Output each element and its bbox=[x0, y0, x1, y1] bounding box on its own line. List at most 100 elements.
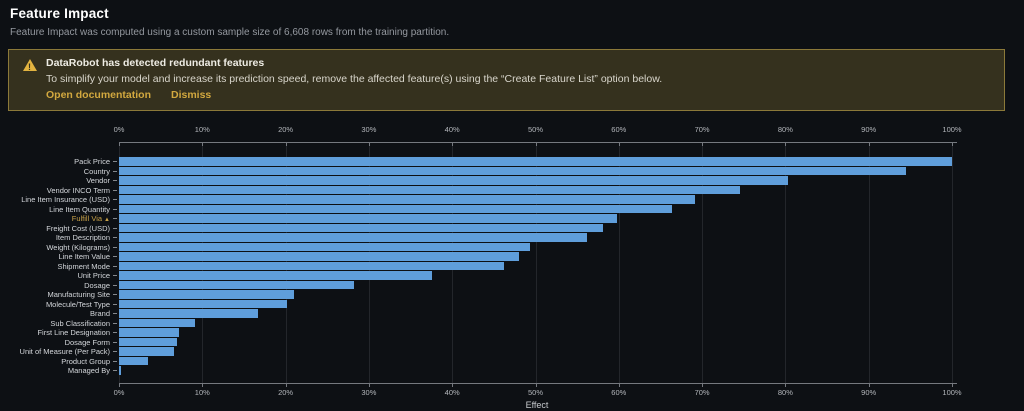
banner-body: To simplify your model and increase its … bbox=[46, 73, 663, 85]
bottom-axis-tick bbox=[785, 383, 787, 387]
feature-bar[interactable] bbox=[119, 261, 504, 270]
feature-label: Country bbox=[83, 166, 110, 176]
feature-bar[interactable] bbox=[119, 309, 258, 318]
feature-bar[interactable] bbox=[119, 299, 287, 308]
feature-bar[interactable] bbox=[119, 366, 121, 375]
feature-bar[interactable] bbox=[119, 280, 354, 289]
feature-impact-chart: 0% 0% 10% 10% 20% 20% 30% 30% 40% 40% 50% 50% 60% 60%… bbox=[0, 118, 1024, 411]
feature-label: Managed By bbox=[67, 366, 110, 375]
feature-bar[interactable] bbox=[119, 242, 530, 251]
feature-tick bbox=[113, 218, 117, 219]
feature-label: Dosage Form bbox=[64, 337, 110, 347]
feature-label: Shipment Mode bbox=[57, 261, 110, 271]
bottom-axis-tick-label: 50% bbox=[527, 388, 544, 397]
bottom-axis-tick bbox=[285, 383, 287, 387]
top-axis-tick-label: 10% bbox=[194, 125, 210, 134]
top-axis-tick-label: 70% bbox=[694, 125, 710, 134]
top-axis-tick bbox=[618, 142, 620, 146]
feature-bar[interactable] bbox=[119, 347, 174, 356]
feature-tick bbox=[113, 360, 117, 362]
banner-links: Open documentation Dismiss bbox=[46, 89, 211, 101]
feature-bar[interactable] bbox=[119, 290, 294, 299]
top-axis-tick bbox=[868, 142, 870, 146]
bottom-axis-tick bbox=[952, 383, 953, 387]
top-axis-tick bbox=[452, 142, 454, 146]
feature-bar[interactable] bbox=[119, 157, 952, 166]
feature-tick bbox=[113, 370, 117, 371]
x-axis-title: Effect bbox=[525, 400, 549, 410]
feature-bar[interactable] bbox=[119, 185, 740, 194]
top-axis-tick bbox=[702, 142, 704, 146]
feature-tick bbox=[113, 284, 117, 286]
feature-label: First Line Designation bbox=[37, 328, 110, 337]
feature-label: Dosage bbox=[84, 280, 110, 290]
feature-tick bbox=[113, 322, 117, 324]
bottom-axis-tick bbox=[535, 383, 537, 387]
feature-tick bbox=[113, 332, 117, 333]
vertical-gridline bbox=[535, 142, 537, 383]
bottom-axis-tick-label: 20% bbox=[278, 388, 294, 397]
bottom-axis-line bbox=[119, 383, 957, 384]
feature-bar[interactable] bbox=[119, 176, 788, 185]
redundant-features-warning-banner: ! DataRobot has detected redundant featu… bbox=[8, 49, 1005, 111]
bottom-axis-tick bbox=[452, 383, 454, 387]
vertical-gridline bbox=[785, 142, 787, 383]
feature-label: Fulfill Via ▲ bbox=[71, 214, 110, 223]
bottom-axis-tick-label: 10% bbox=[194, 388, 210, 397]
bottom-axis-tick-label: 90% bbox=[861, 388, 877, 397]
vertical-gridline bbox=[618, 142, 620, 383]
feature-tick bbox=[113, 275, 117, 276]
feature-bar[interactable] bbox=[119, 223, 603, 232]
page-subtitle: Feature Impact was computed using a cust… bbox=[10, 27, 450, 38]
dismiss-link[interactable]: Dismiss bbox=[171, 89, 212, 101]
vertical-gridline bbox=[868, 142, 870, 383]
feature-bar[interactable] bbox=[119, 166, 906, 175]
feature-tick bbox=[113, 199, 117, 200]
feature-bar[interactable] bbox=[119, 337, 177, 346]
mini-warning-icon: ▲ bbox=[104, 217, 110, 223]
feature-label: Vendor INCO Term bbox=[46, 185, 110, 195]
top-axis-tick-label: 0% bbox=[113, 125, 125, 134]
top-axis-tick-label: 90% bbox=[861, 125, 877, 134]
feature-bar[interactable] bbox=[119, 252, 519, 261]
top-axis-tick-label: 50% bbox=[527, 125, 544, 134]
bottom-axis-tick-label: 60% bbox=[611, 388, 627, 397]
feature-bar[interactable] bbox=[119, 214, 617, 223]
feature-bar[interactable] bbox=[119, 356, 148, 365]
warning-triangle-icon: ! bbox=[23, 59, 37, 72]
top-axis-tick-label: 20% bbox=[278, 125, 294, 134]
bottom-axis-tick bbox=[702, 383, 704, 387]
vertical-gridline bbox=[952, 142, 953, 383]
top-axis-tick bbox=[119, 142, 120, 146]
feature-tick bbox=[113, 294, 117, 295]
feature-bar[interactable] bbox=[119, 233, 587, 242]
top-axis-tick bbox=[952, 142, 953, 146]
bottom-axis-tick bbox=[618, 383, 620, 387]
bottom-axis-tick-label: 0% bbox=[113, 388, 125, 397]
top-axis-tick bbox=[535, 142, 537, 146]
bottom-axis-tick-label: 30% bbox=[361, 388, 377, 397]
bottom-axis-tick-label: 40% bbox=[444, 388, 460, 397]
bottom-axis-tick-label: 100% bbox=[942, 388, 962, 397]
feature-label: Brand bbox=[89, 309, 110, 318]
feature-tick bbox=[113, 351, 117, 352]
feature-bar[interactable] bbox=[119, 271, 432, 280]
feature-tick bbox=[113, 265, 117, 267]
feature-label: Unit of Measure (Per Pack) bbox=[19, 347, 110, 356]
feature-tick bbox=[113, 180, 117, 181]
feature-label: Product Group bbox=[61, 356, 110, 366]
feature-bar[interactable] bbox=[119, 204, 672, 213]
feature-label: Manufacturing Site bbox=[47, 290, 110, 299]
feature-tick bbox=[113, 303, 117, 305]
top-axis-tick-label: 100% bbox=[942, 125, 962, 134]
feature-label: Vendor bbox=[86, 176, 110, 185]
top-axis-tick-label: 80% bbox=[777, 125, 793, 134]
feature-tick bbox=[113, 246, 117, 248]
open-documentation-link[interactable]: Open documentation bbox=[46, 89, 151, 101]
feature-bar[interactable] bbox=[119, 195, 695, 204]
feature-tick bbox=[113, 170, 117, 172]
feature-bar[interactable] bbox=[119, 318, 195, 327]
feature-bar[interactable] bbox=[119, 328, 179, 337]
bottom-axis-tick-label: 80% bbox=[777, 388, 793, 397]
